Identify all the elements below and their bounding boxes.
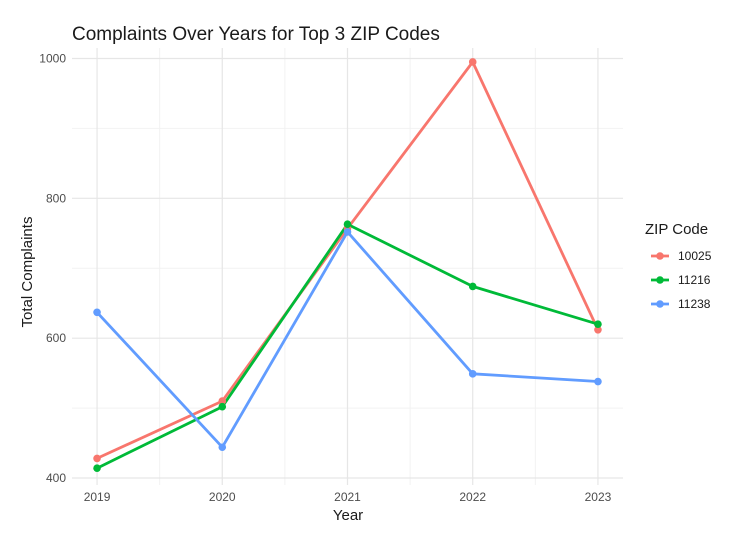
data-point-10025 xyxy=(93,454,101,463)
legend-title: ZIP Code xyxy=(645,221,708,238)
data-point-11216 xyxy=(343,220,352,228)
y-axis-ticks: 400 600 800 1000 xyxy=(39,51,66,485)
y-tick-label: 1000 xyxy=(39,51,66,65)
data-point-11238 xyxy=(594,377,602,386)
x-tick-label: 2023 xyxy=(585,490,612,504)
x-tick-label: 2019 xyxy=(84,490,111,504)
grid xyxy=(72,48,623,485)
data-point-11238 xyxy=(343,228,352,236)
y-axis-title: Total Complaints xyxy=(19,217,36,328)
data-point-11238 xyxy=(468,370,477,378)
y-tick-label: 800 xyxy=(46,191,66,205)
chart-title: Complaints Over Years for Top 3 ZIP Code… xyxy=(72,24,440,45)
legend-key-point-10025 xyxy=(656,252,664,260)
data-point-11216 xyxy=(218,402,227,411)
x-tick-label: 2022 xyxy=(459,490,486,504)
x-tick-label: 2021 xyxy=(334,490,361,504)
y-tick-label: 400 xyxy=(46,471,66,485)
data-point-11216 xyxy=(93,464,101,473)
legend-label-11238: 11238 xyxy=(678,297,711,311)
data-point-11216 xyxy=(594,320,602,328)
x-axis-title: Year xyxy=(333,507,363,524)
legend: ZIP Code 10025 11216 11238 xyxy=(645,221,712,311)
x-tick-label: 2020 xyxy=(209,490,236,504)
legend-label-11216: 11216 xyxy=(678,273,711,287)
data-point-11238 xyxy=(218,443,227,452)
y-tick-label: 600 xyxy=(46,331,66,345)
x-axis-ticks: 2019 2020 2021 2022 2023 xyxy=(84,490,612,504)
legend-key-point-11216 xyxy=(656,276,664,284)
data-point-10025 xyxy=(218,397,227,405)
data-point-11238 xyxy=(93,308,101,317)
data-point-11216 xyxy=(468,282,477,291)
data-point-10025 xyxy=(468,58,477,66)
series-layer xyxy=(93,58,602,473)
legend-key-point-11238 xyxy=(656,300,664,308)
legend-label-10025: 10025 xyxy=(678,249,712,263)
data-point-10025 xyxy=(594,325,602,334)
